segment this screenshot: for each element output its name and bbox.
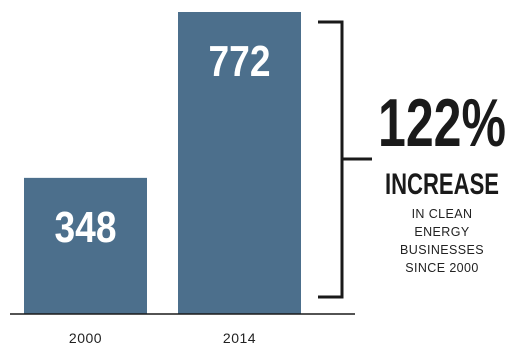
increase-desc-line-4: SINCE 2000 — [405, 261, 478, 275]
increase-headline: INCREASE — [385, 168, 499, 201]
bar-value-label-2014: 772 — [209, 37, 271, 86]
bar-value-label-2000: 348 — [55, 203, 117, 252]
bar-value-labels: 348 772 — [55, 37, 271, 252]
x-axis-tick-labels: 2000 2014 — [69, 330, 256, 346]
increase-percent: 122% — [378, 85, 506, 161]
x-tick-label-2000: 2000 — [69, 330, 102, 346]
increase-bracket — [318, 20, 372, 299]
bar-2014 — [178, 12, 301, 314]
increase-desc-line-1: IN CLEAN — [412, 207, 473, 221]
x-tick-label-2014: 2014 — [223, 330, 256, 346]
increase-desc-line-3: BUSINESSES — [400, 243, 484, 257]
bars-layer — [24, 12, 301, 314]
increase-desc-line-2: ENERGY — [414, 225, 469, 239]
bar-2000 — [24, 177, 147, 314]
